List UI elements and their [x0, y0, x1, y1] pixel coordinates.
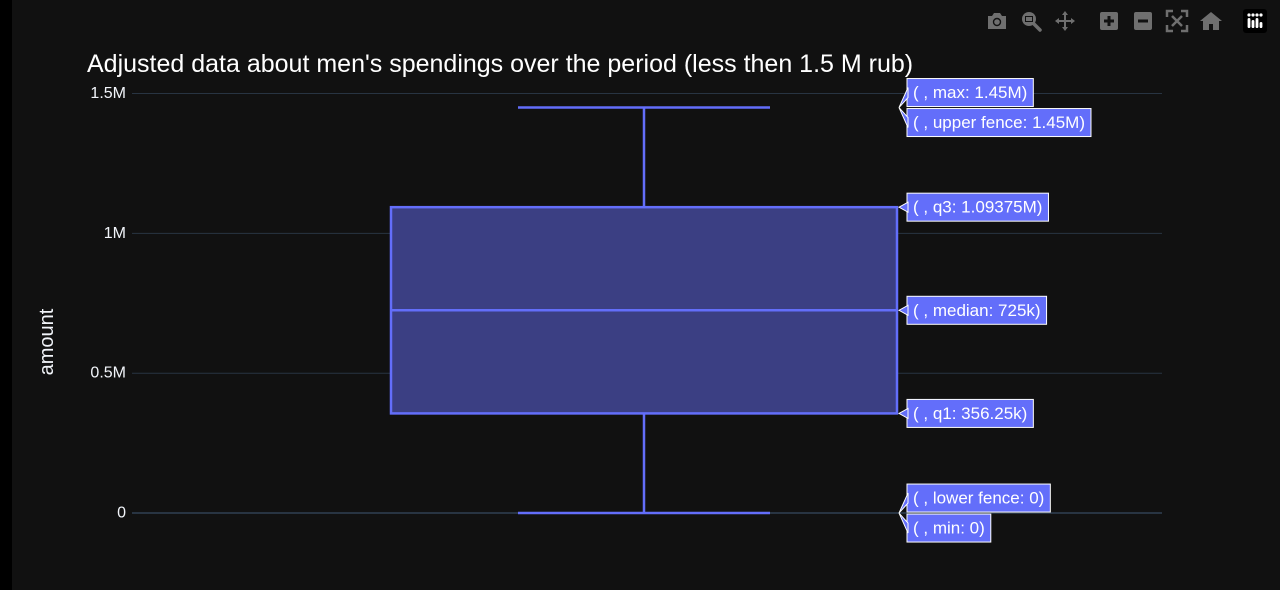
reset-axes-icon[interactable]: [1194, 8, 1228, 34]
plotly-logo-icon[interactable]: [1238, 8, 1272, 34]
svg-text:( , q1: 356.25k): ( , q1: 356.25k): [913, 404, 1027, 423]
hover-label-q1: ( , q1: 356.25k): [897, 398, 1034, 428]
hover-labels: ( , max: 1.45M) ( , upper fence: 1.45M) ( …: [897, 78, 1092, 543]
modebar: [980, 8, 1272, 34]
svg-text:( , min: 0): ( , min: 0): [913, 519, 985, 538]
plot-area[interactable]: 0 0.5M 1M 1.5M amount ( , max: 1.45M) ( , up…: [12, 0, 1280, 590]
hover-label-upper-fence: ( , upper fence: 1.45M): [898, 107, 1092, 138]
y-tick-label: 1.5M: [90, 85, 126, 102]
y-tick-labels: 0 0.5M 1M 1.5M: [90, 85, 126, 521]
box-trace: [389, 106, 899, 515]
hover-label-q3: ( , q3: 1.09375M): [897, 192, 1049, 222]
autoscale-icon[interactable]: [1160, 8, 1194, 34]
svg-text:( , upper fence: 1.45M): ( , upper fence: 1.45M): [913, 113, 1085, 132]
zoom-icon[interactable]: [1014, 8, 1048, 34]
y-tick-label: 1M: [104, 225, 126, 242]
pan-icon[interactable]: [1048, 8, 1082, 34]
camera-icon[interactable]: [980, 8, 1014, 34]
svg-text:( , q3: 1.09375M): ( , q3: 1.09375M): [913, 198, 1042, 217]
y-tick-label: 0: [117, 505, 126, 522]
svg-text:( , median: 725k): ( , median: 725k): [913, 301, 1041, 320]
chart-container: Adjusted data about men's spendings over…: [12, 0, 1280, 590]
zoom-in-icon[interactable]: [1092, 8, 1126, 34]
svg-text:( , max: 1.45M): ( , max: 1.45M): [913, 83, 1027, 102]
chart-title: Adjusted data about men's spendings over…: [87, 50, 914, 78]
zoom-out-icon[interactable]: [1126, 8, 1160, 34]
y-axis-label: amount: [36, 308, 58, 375]
hover-label-lower-fence: ( , lower fence: 0): [898, 483, 1051, 514]
y-tick-label: 0.5M: [90, 365, 126, 382]
svg-text:( , lower fence: 0): ( , lower fence: 0): [913, 489, 1044, 508]
hover-label-max: ( , max: 1.45M): [898, 78, 1034, 108]
hover-label-median: ( , median: 725k): [897, 295, 1048, 325]
hover-label-min: ( , min: 0): [898, 512, 992, 543]
